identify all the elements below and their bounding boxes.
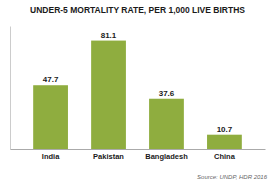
data-label: 10.7 bbox=[217, 125, 233, 134]
plot-area: India Pakistan Bangladesh China 47.7 81.1 37.6… bbox=[11, 27, 266, 162]
data-labels: 47.7 81.1 37.6 10.7 bbox=[43, 31, 233, 134]
x-axis: India Pakistan Bangladesh China bbox=[11, 150, 266, 162]
x-tick: China bbox=[214, 152, 236, 161]
data-label: 37.6 bbox=[159, 89, 175, 98]
data-label: 81.1 bbox=[101, 31, 117, 40]
chart: UNDER-5 MORTALITY RATE, PER 1,000 LIVE B… bbox=[0, 0, 275, 183]
bar bbox=[207, 135, 242, 149]
x-tick-label: Bangladesh bbox=[145, 152, 188, 161]
y-axis-line bbox=[10, 27, 11, 150]
x-tick-label: China bbox=[214, 152, 236, 161]
x-tick-label: Pakistan bbox=[93, 152, 124, 161]
annotation: Source: UNDP, HDR 2016 bbox=[197, 174, 268, 180]
bar bbox=[91, 41, 126, 149]
x-axis-line bbox=[11, 149, 266, 150]
bars bbox=[33, 41, 242, 149]
bar bbox=[149, 99, 184, 149]
y-axis bbox=[10, 27, 11, 150]
x-tick: Bangladesh bbox=[145, 152, 188, 161]
x-tick-label: India bbox=[42, 152, 60, 161]
data-label: 47.7 bbox=[43, 75, 59, 84]
x-tick: Pakistan bbox=[93, 152, 124, 161]
bar bbox=[33, 85, 68, 149]
x-tick: India bbox=[42, 152, 60, 161]
title: UNDER-5 MORTALITY RATE, PER 1,000 LIVE B… bbox=[30, 5, 245, 15]
